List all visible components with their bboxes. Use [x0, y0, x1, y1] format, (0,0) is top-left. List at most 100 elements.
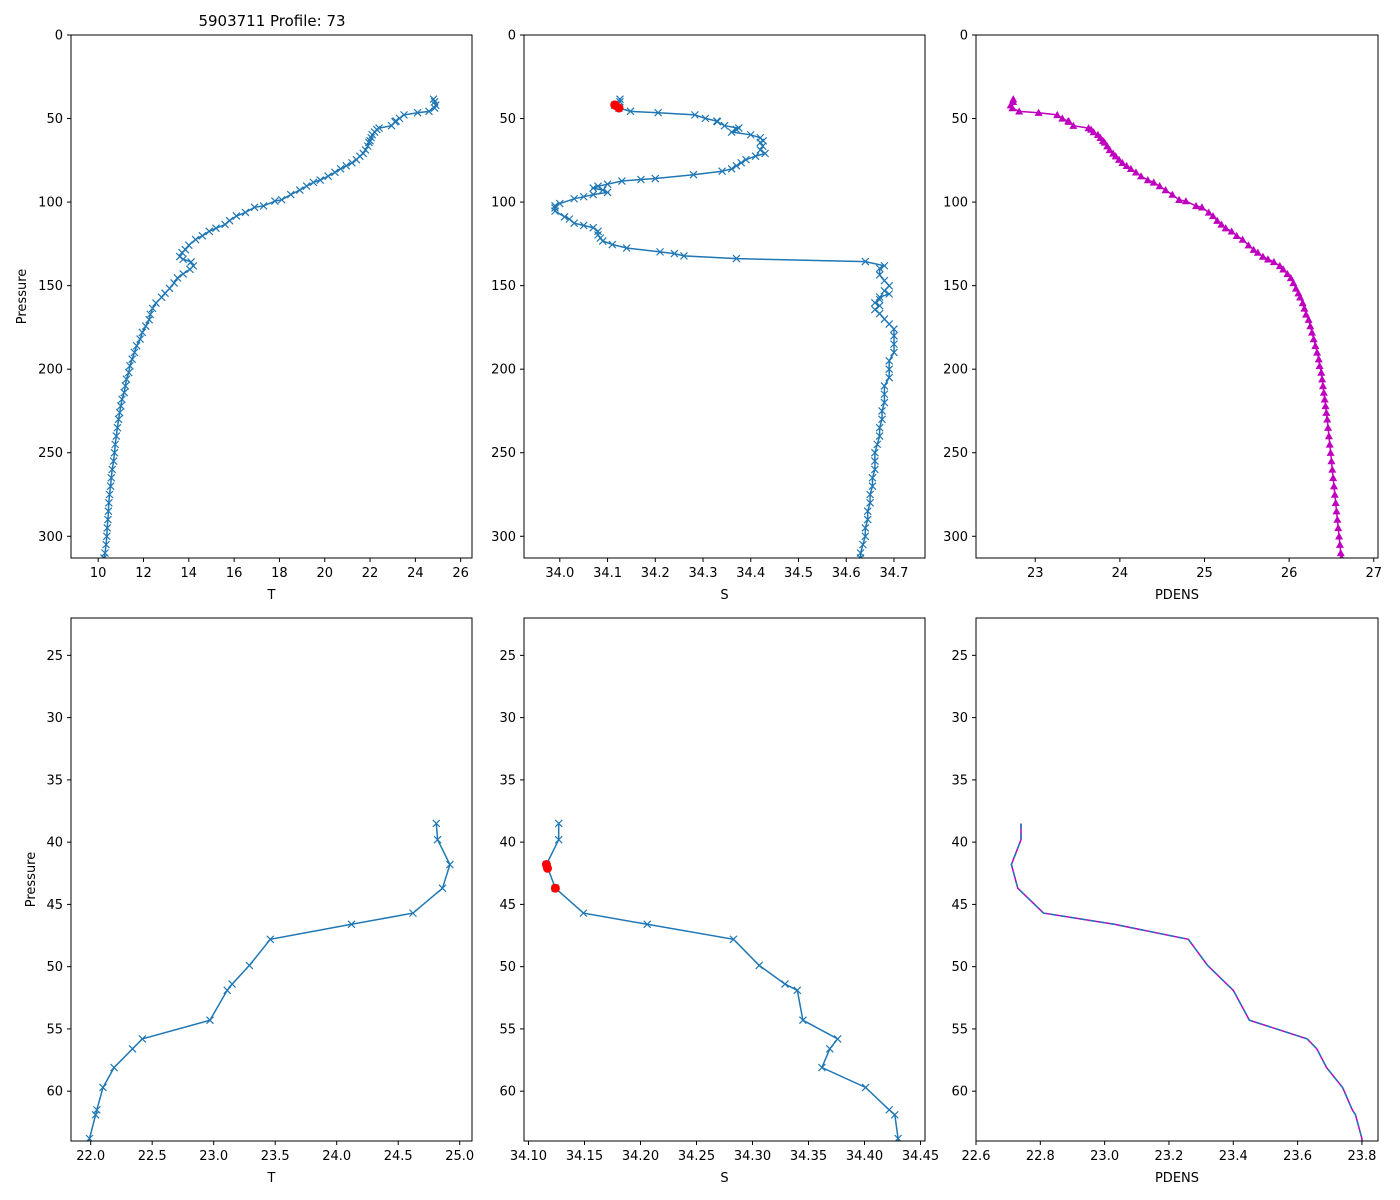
- plot-area: [1010, 823, 1363, 1141]
- data-point: [223, 986, 232, 995]
- data-point: [895, 1144, 902, 1151]
- data-point: [430, 104, 439, 112]
- data-point: [560, 212, 569, 221]
- data-point: [277, 195, 286, 204]
- data-point: [138, 1034, 147, 1043]
- data-point: [1143, 176, 1152, 184]
- plot-area: [1006, 95, 1345, 558]
- data-point: [880, 286, 889, 295]
- data-point: [187, 257, 195, 266]
- data-point: [241, 208, 250, 217]
- data-point: [890, 348, 898, 357]
- data-point: [125, 361, 134, 370]
- x-tick-label: 34.6: [832, 566, 861, 581]
- x-tick-label: 24: [1112, 566, 1129, 581]
- data-point: [245, 961, 254, 970]
- y-tick-label: 0: [960, 29, 968, 44]
- x-tick-label: 23.0: [199, 1149, 228, 1164]
- data-point: [622, 244, 631, 252]
- data-point: [191, 235, 200, 244]
- data-point: [890, 1110, 899, 1119]
- y-tick-label: 25: [951, 649, 968, 664]
- series-line: [1010, 823, 1363, 1141]
- data-point: [861, 257, 870, 266]
- data-point: [727, 164, 736, 173]
- y-tick-label: 100: [491, 196, 516, 211]
- x-tick-label: 23.4: [1219, 1149, 1248, 1164]
- data-point: [818, 1063, 826, 1072]
- data-point: [152, 299, 160, 307]
- data-point: [856, 554, 865, 558]
- data-point: [1317, 368, 1326, 376]
- data-point: [1137, 172, 1146, 180]
- data-point: [885, 373, 894, 382]
- chart-panel-top-right: 23 24 25 26 27 0 50 100 150 200 250 300 PDENS: [943, 29, 1382, 604]
- data-point: [259, 202, 268, 210]
- data-point: [1324, 423, 1333, 431]
- data-point: [880, 398, 889, 407]
- data-point: [742, 155, 750, 164]
- x-axis-label: T: [267, 588, 276, 603]
- data-point: [1168, 190, 1177, 198]
- y-tick-label: 35: [46, 773, 63, 788]
- data-point: [432, 819, 441, 828]
- x-tick-label: 34.35: [790, 1149, 827, 1164]
- data-point: [870, 298, 879, 307]
- data-point: [1175, 195, 1184, 203]
- data-point: [1335, 540, 1344, 548]
- data-point: [1232, 231, 1241, 240]
- data-point: [425, 107, 433, 116]
- data-point: [875, 432, 884, 440]
- data-point: [1181, 197, 1190, 205]
- data-point: [128, 355, 137, 364]
- data-point: [690, 110, 699, 119]
- data-point: [1053, 110, 1062, 119]
- y-axis-label: Pressure: [15, 269, 30, 325]
- series-line: [103, 98, 437, 558]
- data-point: [713, 117, 722, 126]
- data-point: [91, 1110, 100, 1119]
- data-point: [136, 335, 145, 344]
- plot-area: [85, 819, 454, 1141]
- data-point: [880, 381, 889, 390]
- data-point: [128, 1044, 137, 1053]
- data-point: [184, 241, 193, 250]
- data-point: [656, 247, 664, 256]
- data-point: [1331, 498, 1340, 507]
- data-point: [720, 121, 729, 130]
- x-tick-label: 34.4: [736, 566, 765, 581]
- data-point: [121, 381, 130, 390]
- data-point: [1329, 482, 1338, 490]
- axes-frame: [975, 34, 1379, 559]
- data-point: [755, 961, 764, 970]
- data-point: [1105, 145, 1114, 154]
- data-point: [1204, 208, 1213, 216]
- data-point: [1329, 473, 1338, 481]
- data-point: [1161, 186, 1170, 194]
- y-tick-label: 250: [491, 446, 516, 461]
- data-point: [104, 515, 112, 524]
- data-point: [594, 227, 602, 236]
- data-point: [598, 237, 607, 245]
- data-point: [1328, 465, 1337, 473]
- data-point: [250, 203, 259, 212]
- data-point: [1122, 161, 1131, 170]
- data-point: [1192, 201, 1201, 210]
- x-tick-label: 23.6: [1283, 1149, 1312, 1164]
- data-point: [718, 167, 727, 176]
- data-point: [654, 108, 663, 117]
- data-point: [875, 271, 884, 279]
- x-tick-label: 26: [452, 566, 469, 581]
- data-point: [120, 388, 129, 397]
- data-point: [105, 490, 114, 499]
- data-point: [1323, 415, 1332, 423]
- data-point: [1279, 265, 1288, 273]
- data-point: [863, 507, 872, 516]
- y-tick-label: 60: [499, 1085, 516, 1100]
- data-point: [732, 125, 741, 134]
- data-point: [387, 121, 396, 130]
- x-tick-label: 14: [181, 566, 198, 581]
- data-point: [859, 540, 867, 549]
- y-tick-label: 35: [499, 773, 516, 788]
